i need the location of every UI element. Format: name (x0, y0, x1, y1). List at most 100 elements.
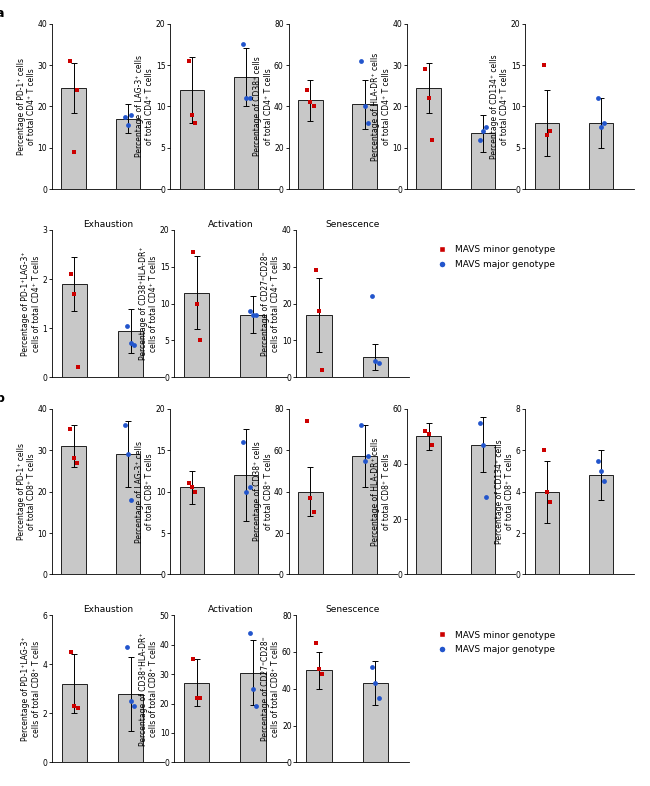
Y-axis label: Percentage of HLA-DR⁺ cells
of total CD8⁺ T cells: Percentage of HLA-DR⁺ cells of total CD8… (372, 438, 391, 545)
Point (73, 362, 83, 374)
Y-axis label: Percentage of CD38⁺HLA-DR⁺
cells of total CD4⁺ T cells: Percentage of CD38⁺HLA-DR⁺ cells of tota… (139, 247, 159, 361)
Bar (352, 457, 377, 575)
Bar (180, 487, 204, 575)
Bar (589, 475, 614, 575)
Bar (417, 88, 441, 189)
Point (314, 305, 324, 318)
Point (190, 485, 200, 498)
Text: b: b (0, 392, 5, 405)
Point (125, 695, 136, 707)
Bar (234, 78, 259, 189)
Bar (184, 683, 209, 762)
Point (474, 417, 485, 429)
Point (593, 92, 603, 105)
Point (420, 424, 430, 437)
Point (248, 682, 258, 695)
Point (129, 700, 139, 712)
Point (317, 364, 328, 376)
Point (126, 494, 136, 506)
Point (311, 264, 321, 277)
Point (363, 117, 373, 130)
Point (302, 83, 312, 96)
Point (305, 491, 315, 504)
Point (599, 117, 610, 130)
Bar (62, 284, 87, 377)
Point (244, 626, 255, 639)
Bar (116, 119, 140, 189)
Point (244, 92, 255, 105)
Title: Exhaustion: Exhaustion (83, 605, 133, 615)
Point (65, 54, 75, 67)
Point (190, 117, 200, 130)
Point (541, 129, 552, 141)
Point (317, 668, 328, 681)
Point (183, 477, 194, 490)
Y-axis label: Percentage of HLA-DR⁺ cells
of total CD4⁺ T cells: Percentage of HLA-DR⁺ cells of total CD4… (372, 53, 391, 160)
Point (244, 481, 255, 494)
Point (596, 465, 606, 477)
Title: Exhaustion: Exhaustion (83, 220, 133, 230)
Bar (180, 90, 204, 189)
Point (308, 506, 318, 519)
Point (426, 134, 437, 146)
Point (596, 121, 606, 134)
Point (72, 457, 82, 469)
Point (478, 125, 488, 138)
Legend: MAVS minor genotype, MAVS major genotype: MAVS minor genotype, MAVS major genotype (430, 242, 559, 273)
Title: Senescence: Senescence (326, 605, 380, 615)
Legend: MAVS minor genotype, MAVS major genotype: MAVS minor genotype, MAVS major genotype (430, 627, 559, 658)
Point (73, 702, 83, 714)
Bar (62, 88, 86, 189)
Y-axis label: Percentage of CD27⁼CD28⁼
cells of total CD8⁺ T cells: Percentage of CD27⁼CD28⁼ cells of total … (261, 637, 281, 741)
Bar (363, 357, 388, 377)
Point (187, 481, 197, 494)
Point (314, 663, 324, 675)
Point (68, 452, 79, 465)
Point (70, 288, 80, 300)
Point (420, 63, 430, 75)
Point (426, 439, 437, 451)
Point (599, 475, 610, 487)
Point (545, 496, 555, 509)
Bar (118, 331, 144, 377)
Point (251, 308, 261, 321)
Bar (589, 123, 614, 189)
Point (305, 96, 315, 108)
Point (538, 444, 549, 457)
Bar (352, 105, 377, 189)
Bar (118, 694, 144, 762)
Point (308, 100, 318, 112)
Point (123, 119, 133, 131)
Bar (471, 445, 495, 575)
Y-axis label: Percentage of LAG-3⁺ cells
of total CD4⁺ T cells: Percentage of LAG-3⁺ cells of total CD4⁺… (135, 56, 155, 157)
Point (367, 290, 377, 303)
Point (474, 134, 485, 146)
Title: Activation: Activation (208, 220, 254, 230)
Point (373, 692, 384, 704)
Point (593, 454, 603, 467)
Point (541, 485, 552, 498)
Y-axis label: Percentage of CD27⁼CD28⁼
cells of total CD4⁺ T cells: Percentage of CD27⁼CD28⁼ cells of total … (261, 252, 281, 356)
Bar (240, 673, 266, 762)
Bar (184, 292, 209, 377)
Point (195, 692, 205, 704)
Y-axis label: Percentage of CD38⁺ cells
of total CD8⁺ T cells: Percentage of CD38⁺ cells of total CD8⁺ … (254, 442, 272, 542)
Point (183, 54, 194, 67)
Point (192, 297, 202, 310)
Point (188, 653, 198, 666)
Point (122, 319, 133, 332)
Point (241, 485, 252, 498)
Point (187, 108, 197, 121)
Bar (62, 684, 87, 762)
Y-axis label: Percentage of CD38⁺ cells
of total CD4⁺ T cells: Percentage of CD38⁺ cells of total CD4⁺ … (254, 57, 272, 156)
Point (70, 700, 80, 712)
Point (359, 454, 370, 467)
Bar (116, 454, 140, 575)
Y-axis label: Percentage of PD-1⁺ cells
of total CD8⁺ T cells: Percentage of PD-1⁺ cells of total CD8⁺ … (17, 443, 36, 540)
Bar (306, 670, 332, 762)
Point (248, 308, 258, 321)
Point (356, 419, 367, 432)
Point (478, 439, 488, 451)
Y-axis label: Percentage of LAG-3⁺ cells
of total CD8⁺ T cells: Percentage of LAG-3⁺ cells of total CD8⁺… (135, 441, 155, 542)
Point (120, 419, 130, 432)
